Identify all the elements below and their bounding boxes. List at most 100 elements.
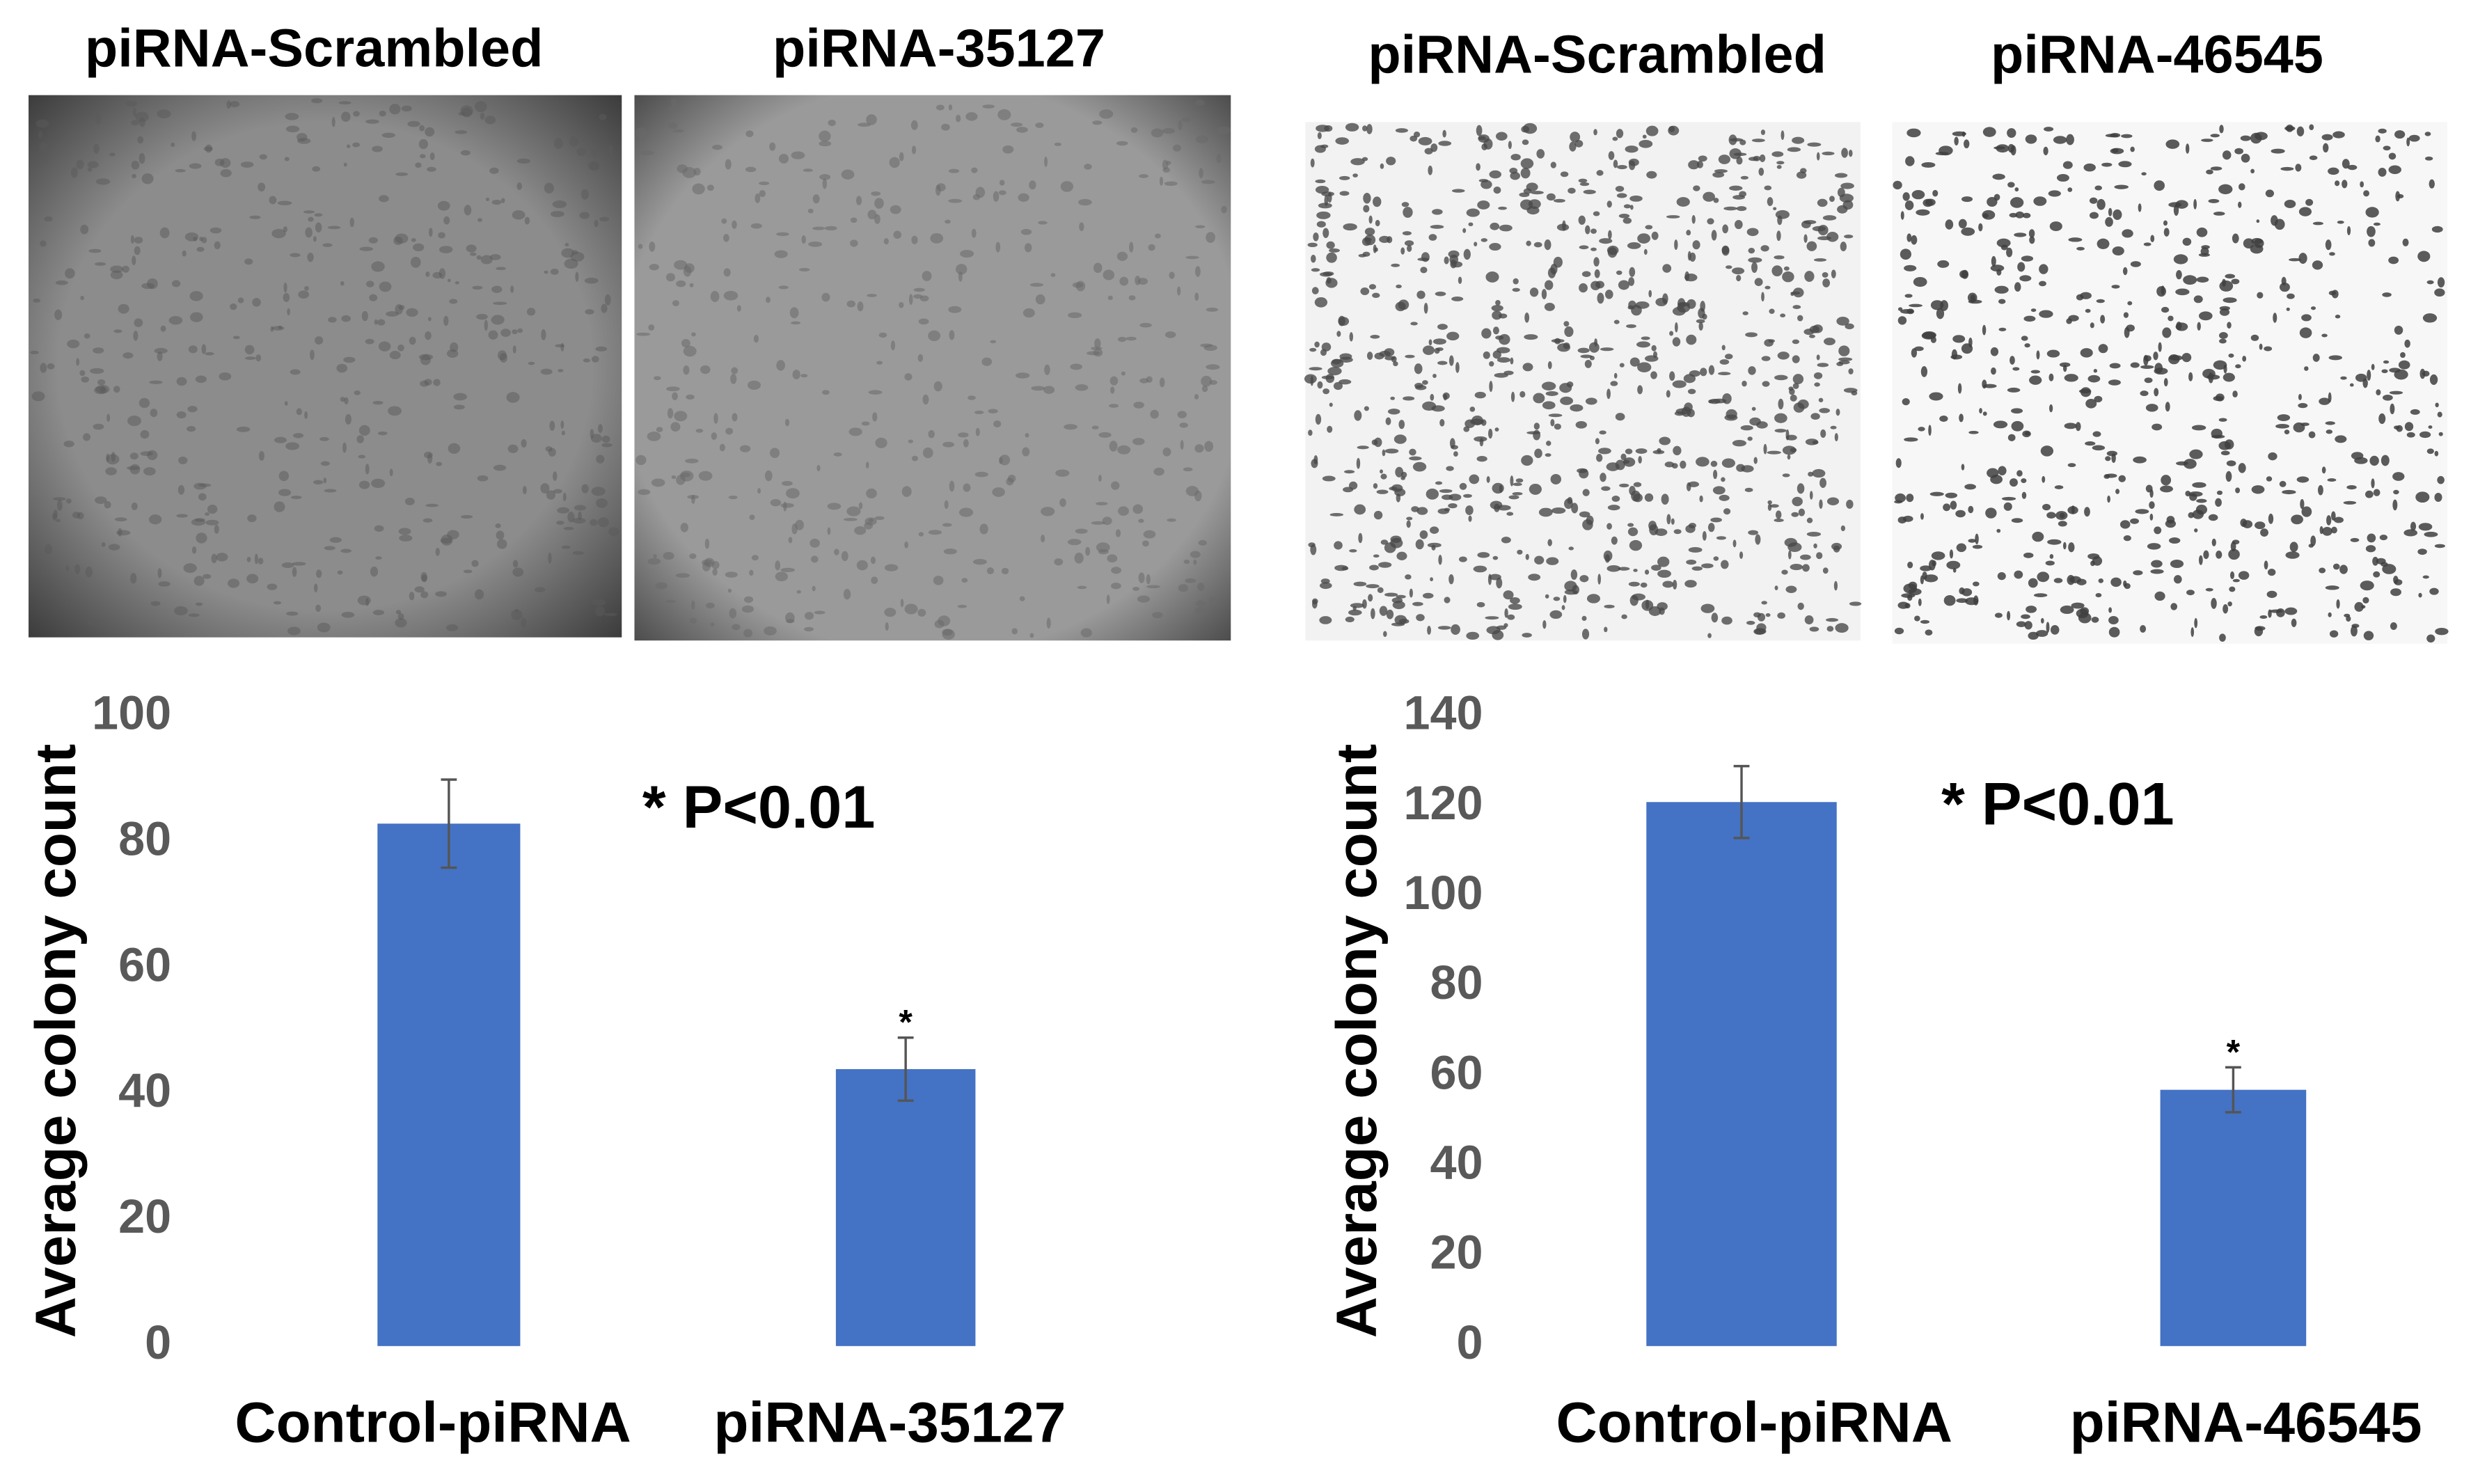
speckle: [157, 568, 162, 578]
speckle: [1430, 393, 1435, 401]
speckle: [1333, 381, 1343, 390]
speckle: [1671, 518, 1675, 525]
speckle: [1513, 278, 1519, 285]
speckle: [2228, 353, 2234, 358]
speckle: [1329, 402, 1333, 407]
speckle: [1651, 345, 1657, 352]
speckle: [1439, 419, 1445, 427]
speckle: [1126, 336, 1137, 341]
speckle: [2347, 164, 2358, 171]
speckle: [374, 525, 384, 532]
speckle: [1673, 529, 1682, 535]
speckle: [1495, 132, 1508, 141]
speckle: [1597, 574, 1601, 585]
speckle: [1928, 425, 1932, 436]
speckle: [866, 488, 877, 499]
speckle: [1848, 149, 1853, 157]
speckle: [1783, 266, 1790, 271]
speckle: [1496, 347, 1510, 354]
speckle: [2280, 166, 2294, 171]
speckle: [281, 562, 294, 569]
speckle: [1132, 438, 1145, 445]
speckle: [1410, 135, 1418, 142]
speckle: [2232, 390, 2238, 398]
speckle: [1612, 136, 1618, 141]
speckle: [2014, 282, 2021, 292]
speckle: [1707, 633, 1712, 638]
speckle: [1380, 163, 1384, 169]
speckle: [2219, 281, 2234, 292]
speckle: [1767, 500, 1772, 505]
speckle: [2240, 135, 2251, 141]
speckle: [1662, 264, 1672, 273]
speckle: [1809, 626, 1819, 632]
speckle: [1954, 136, 1959, 146]
speckle: [749, 514, 755, 521]
speckle: [1352, 606, 1357, 611]
speckle: [254, 553, 258, 565]
speckle: [910, 120, 918, 130]
speckle: [1792, 305, 1801, 309]
speckle: [2024, 621, 2032, 630]
speckle: [1419, 530, 1428, 539]
speckle: [1701, 563, 1714, 569]
speckle: [2429, 587, 2439, 595]
speckle: [1674, 239, 1678, 251]
image-title: piRNA-35127: [773, 19, 1105, 79]
speckle: [63, 440, 74, 448]
speckle: [101, 542, 106, 547]
speckle: [2295, 164, 2302, 172]
speckle: [205, 512, 210, 516]
speckle: [1684, 402, 1693, 412]
speckle: [2201, 139, 2213, 142]
speckle: [732, 624, 741, 631]
speckle: [80, 224, 89, 235]
speckle: [1173, 144, 1181, 152]
speckle: [1803, 220, 1817, 225]
speckle: [1121, 371, 1126, 376]
speckle: [132, 255, 136, 265]
speckle: [1672, 337, 1681, 347]
speckle: [2396, 425, 2403, 432]
speckle: [1117, 445, 1131, 455]
speckle: [1364, 406, 1369, 411]
speckle: [553, 138, 563, 149]
speckle: [2219, 633, 2226, 642]
speckle: [2118, 161, 2132, 168]
speckle: [1806, 241, 1817, 251]
speckle: [1353, 581, 1367, 587]
speckle: [1707, 523, 1715, 532]
speckle: [1572, 585, 1579, 594]
speckle: [147, 450, 158, 461]
speckle: [1374, 437, 1382, 448]
speckle: [150, 601, 161, 606]
speckle: [1777, 352, 1790, 360]
speckle: [1356, 457, 1361, 469]
speckle: [1817, 363, 1829, 368]
speckle: [1349, 332, 1354, 342]
speckle: [1729, 148, 1742, 159]
speckle: [1806, 517, 1813, 523]
speckle: [352, 142, 361, 148]
speckle: [1646, 171, 1657, 179]
speckle: [603, 613, 617, 617]
speckle: [338, 101, 352, 105]
speckle: [1384, 348, 1395, 356]
speckle: [750, 223, 762, 229]
speckle: [1961, 343, 1973, 354]
speckle: [2363, 631, 2374, 640]
speckle: [1775, 210, 1790, 219]
speckle: [759, 189, 766, 198]
speckle: [2087, 374, 2101, 383]
speckle: [285, 113, 299, 120]
speckle: [2378, 128, 2387, 134]
speckle: [1940, 300, 1948, 311]
speckle: [1546, 441, 1552, 446]
speckle: [337, 570, 343, 575]
speckle: [423, 518, 433, 523]
speckle: [1760, 129, 1766, 136]
speckle: [324, 489, 337, 493]
speckle: [1914, 346, 1924, 352]
speckle: [1809, 491, 1813, 500]
speckle: [591, 356, 599, 363]
